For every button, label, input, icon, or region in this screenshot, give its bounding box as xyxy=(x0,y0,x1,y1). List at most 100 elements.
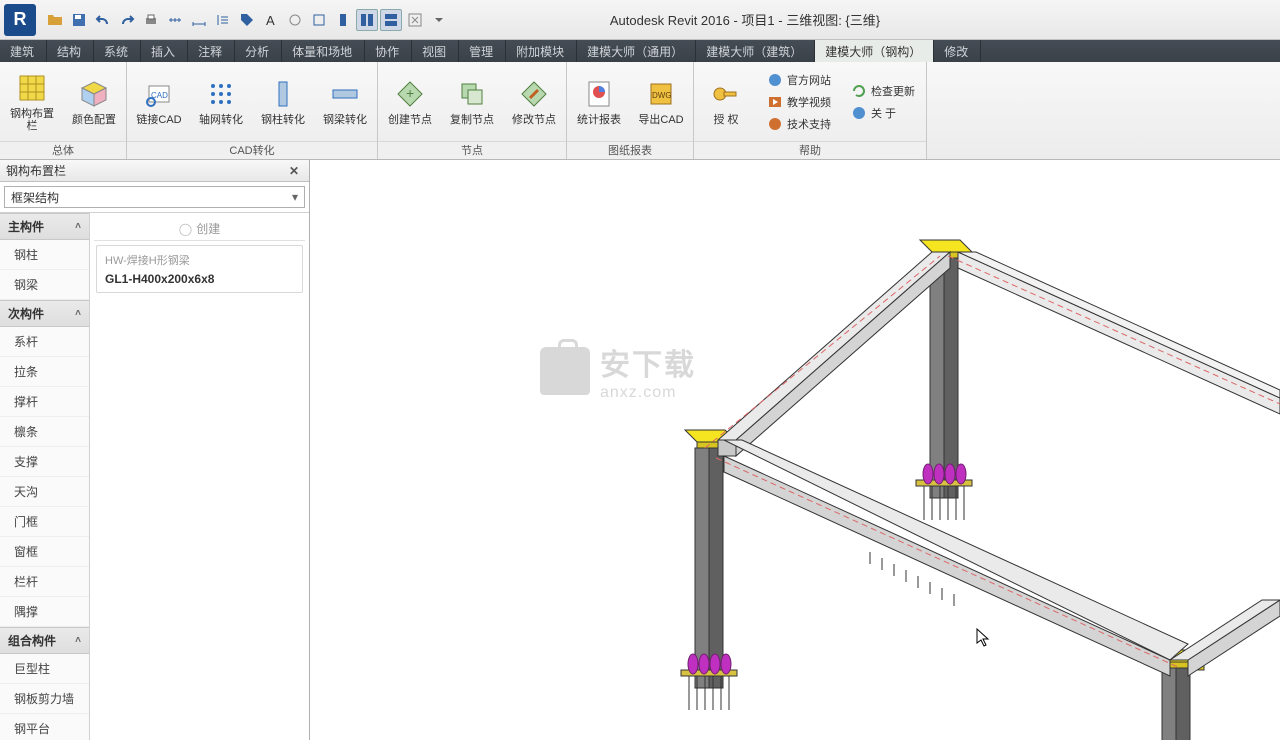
ribbon-tabs: 建筑结构系统插入注释分析体量和场地协作视图管理附加模块建模大师（通用）建模大师（… xyxy=(0,40,1280,62)
side-panel: 钢构布置栏 ✕ 框架结构 ▾ 主构件˄钢柱钢梁次构件˄系杆拉条撑杆檩条支撑天沟门… xyxy=(0,160,310,740)
svg-text:A: A xyxy=(266,13,275,28)
qat-print-icon[interactable] xyxy=(140,9,162,31)
report-icon xyxy=(583,78,615,110)
ribbon-button[interactable]: 钢构布置栏 xyxy=(2,67,62,137)
category-item[interactable]: 门框 xyxy=(0,507,89,537)
chevron-up-icon: ˄ xyxy=(75,308,81,319)
qat-dim-icon[interactable] xyxy=(188,9,210,31)
qat-undo-icon[interactable] xyxy=(92,9,114,31)
ribbon-small-button[interactable]: 教学视频 xyxy=(762,92,836,112)
category-item[interactable]: 檩条 xyxy=(0,417,89,447)
ribbon-tab[interactable]: 视图 xyxy=(412,40,459,62)
qat-redo-icon[interactable] xyxy=(116,9,138,31)
svg-text:+: + xyxy=(406,85,414,101)
ribbon-button[interactable]: 统计报表 xyxy=(569,73,629,131)
member-item[interactable]: HW-焊接H形钢梁 GL1-H400x200x6x8 xyxy=(96,245,303,293)
ribbon-tab[interactable]: 建筑 xyxy=(0,40,47,62)
ribbon-button[interactable]: DWG导出CAD xyxy=(631,73,691,131)
qat-section-icon[interactable] xyxy=(308,9,330,31)
ribbon-group-label: 帮助 xyxy=(694,141,926,159)
close-icon[interactable]: ✕ xyxy=(285,164,303,178)
node-edit-icon xyxy=(518,78,550,110)
category-item[interactable]: 系杆 xyxy=(0,327,89,357)
grid-points-icon xyxy=(205,78,237,110)
ribbon-tab[interactable]: 结构 xyxy=(47,40,94,62)
ribbon-button[interactable]: 修改节点 xyxy=(504,73,564,131)
ribbon-group-label: 图纸报表 xyxy=(567,141,693,159)
refresh-icon xyxy=(851,83,867,99)
ribbon-button[interactable]: 钢梁转化 xyxy=(315,73,375,131)
qat-thin-icon[interactable] xyxy=(332,9,354,31)
node-copy-icon xyxy=(456,78,488,110)
category-item[interactable]: 隅撑 xyxy=(0,597,89,627)
category-item[interactable]: 天沟 xyxy=(0,477,89,507)
ribbon-group-label: CAD转化 xyxy=(127,141,377,159)
qat-text-icon[interactable]: A xyxy=(260,9,282,31)
category-item[interactable]: 巨型柱 xyxy=(0,654,89,684)
category-item[interactable]: 钢板剪力墙 xyxy=(0,684,89,714)
side-panel-title-text: 钢构布置栏 xyxy=(6,162,66,179)
globe-icon xyxy=(767,72,783,88)
ribbon-button[interactable]: 钢柱转化 xyxy=(253,73,313,131)
qat-close-icon[interactable] xyxy=(404,9,426,31)
ribbon-small-button[interactable]: 技术支持 xyxy=(762,114,836,134)
ribbon-group: 授 权官方网站教学视频技术支持检查更新关 于帮助 xyxy=(694,62,927,159)
qat-open-icon[interactable] xyxy=(44,9,66,31)
category-item[interactable]: 钢梁 xyxy=(0,270,89,300)
category-column: 主构件˄钢柱钢梁次构件˄系杆拉条撑杆檩条支撑天沟门框窗框栏杆隅撑组合构件˄巨型柱… xyxy=(0,213,90,740)
ribbon-tab[interactable]: 建模大师（钢构） xyxy=(815,40,934,62)
category-item[interactable]: 栏杆 xyxy=(0,567,89,597)
node-create-icon: + xyxy=(394,78,426,110)
quick-access-toolbar: A xyxy=(44,9,450,31)
qat-tag-icon[interactable] xyxy=(236,9,258,31)
combo-value: 框架结构 xyxy=(11,189,59,206)
category-item[interactable]: 钢柱 xyxy=(0,240,89,270)
plus-icon: ◯ xyxy=(179,222,192,236)
ribbon-button[interactable]: CAD链接CAD xyxy=(129,73,189,131)
qat-align-icon[interactable] xyxy=(212,9,234,31)
ribbon-small-button[interactable]: 关 于 xyxy=(846,103,920,123)
qat-save-icon[interactable] xyxy=(68,9,90,31)
ribbon-tab[interactable]: 建模大师（建筑） xyxy=(696,40,815,62)
category-item[interactable]: 拉条 xyxy=(0,357,89,387)
ribbon-button[interactable]: 授 权 xyxy=(696,73,756,131)
category-item[interactable]: 撑杆 xyxy=(0,387,89,417)
ribbon-group: 统计报表DWG导出CAD 图纸报表 xyxy=(567,62,694,159)
ribbon-tab[interactable]: 附加模块 xyxy=(506,40,577,62)
ribbon-button[interactable]: +创建节点 xyxy=(380,73,440,131)
ribbon-tab[interactable]: 插入 xyxy=(141,40,188,62)
beam-icon xyxy=(329,78,361,110)
qat-measure-icon[interactable] xyxy=(164,9,186,31)
category-item[interactable]: 钢平台 xyxy=(0,714,89,740)
structure-type-combo[interactable]: 框架结构 ▾ xyxy=(4,186,305,208)
qat-default-icon[interactable] xyxy=(284,9,306,31)
support-icon xyxy=(767,116,783,132)
ribbon-button[interactable]: 轴网转化 xyxy=(191,73,251,131)
ribbon-button[interactable]: 复制节点 xyxy=(442,73,502,131)
info-icon xyxy=(851,105,867,121)
ribbon-tab[interactable]: 修改 xyxy=(934,40,981,62)
ribbon-tab[interactable]: 注释 xyxy=(188,40,235,62)
category-header[interactable]: 组合构件˄ xyxy=(0,627,89,654)
category-item[interactable]: 窗框 xyxy=(0,537,89,567)
ribbon-small-button[interactable]: 官方网站 xyxy=(762,70,836,90)
ribbon-tab[interactable]: 管理 xyxy=(459,40,506,62)
ribbon-tab[interactable]: 建模大师（通用） xyxy=(577,40,696,62)
3d-viewport[interactable]: 安下载 anxz.com xyxy=(310,160,1280,740)
svg-text:DWG: DWG xyxy=(652,91,672,100)
create-button[interactable]: ◯ 创建 xyxy=(94,217,305,241)
qat-more-icon[interactable] xyxy=(428,9,450,31)
chevron-up-icon: ˄ xyxy=(75,221,81,232)
ribbon-tab[interactable]: 协作 xyxy=(365,40,412,62)
qat-view2-icon[interactable] xyxy=(380,9,402,31)
category-header[interactable]: 主构件˄ xyxy=(0,213,89,240)
category-header[interactable]: 次构件˄ xyxy=(0,300,89,327)
qat-view1-icon[interactable] xyxy=(356,9,378,31)
column-icon xyxy=(267,78,299,110)
ribbon-tab[interactable]: 分析 xyxy=(235,40,282,62)
ribbon-tab[interactable]: 体量和场地 xyxy=(282,40,365,62)
ribbon-button[interactable]: 颜色配置 xyxy=(64,73,124,131)
ribbon-small-button[interactable]: 检查更新 xyxy=(846,81,920,101)
category-item[interactable]: 支撑 xyxy=(0,447,89,477)
ribbon-tab[interactable]: 系统 xyxy=(94,40,141,62)
